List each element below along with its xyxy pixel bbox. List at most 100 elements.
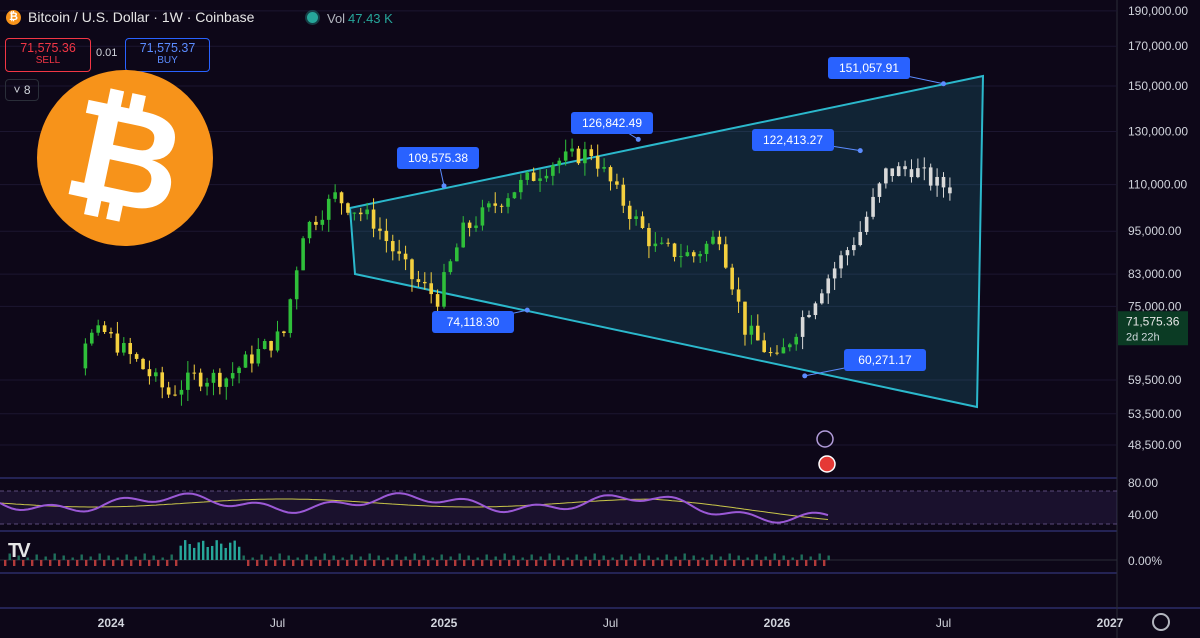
candle bbox=[557, 160, 562, 166]
buy-price: 71,575.37 bbox=[139, 41, 196, 55]
momentum-bar bbox=[184, 540, 187, 560]
lightning-icon bbox=[816, 430, 834, 448]
candle bbox=[916, 168, 920, 178]
candle bbox=[499, 205, 504, 207]
candle bbox=[352, 212, 357, 214]
candle bbox=[589, 149, 594, 156]
indicator-toggle-button[interactable]: ˅ 8 bbox=[5, 79, 39, 101]
momentum-bar bbox=[656, 557, 659, 560]
momentum-bar bbox=[80, 554, 83, 560]
momentum-bar bbox=[827, 555, 830, 560]
candle bbox=[384, 230, 389, 242]
candle bbox=[595, 155, 600, 169]
momentum-bar bbox=[395, 554, 398, 560]
candle bbox=[378, 228, 382, 231]
candle bbox=[813, 303, 818, 316]
candle bbox=[192, 372, 197, 374]
candle bbox=[243, 354, 248, 368]
bitcoin-logo-icon: ₿ bbox=[37, 66, 213, 249]
candle bbox=[845, 250, 850, 256]
candle bbox=[864, 216, 869, 232]
annotation-box bbox=[752, 129, 834, 151]
momentum-bar bbox=[692, 555, 695, 560]
candle bbox=[435, 294, 440, 307]
annotation-label: 60,271.17 bbox=[858, 353, 912, 367]
momentum-bar bbox=[647, 555, 650, 560]
momentum-bar bbox=[566, 557, 569, 560]
momentum-bar bbox=[323, 553, 326, 560]
momentum-bar bbox=[755, 554, 758, 560]
candle bbox=[723, 244, 728, 268]
momentum-bar bbox=[404, 556, 407, 560]
time-tick-label: 2026 bbox=[764, 616, 791, 630]
time-tick-label: Jul bbox=[936, 616, 951, 630]
candle bbox=[211, 372, 216, 383]
gear-icon[interactable] bbox=[1152, 613, 1170, 631]
momentum-bar bbox=[454, 560, 457, 566]
momentum-bar bbox=[782, 555, 785, 560]
momentum-bar bbox=[458, 553, 461, 560]
momentum-bar bbox=[341, 557, 344, 560]
momentum-bar bbox=[292, 560, 295, 566]
momentum-bar bbox=[296, 557, 299, 560]
sell-button[interactable]: 71,575.36 SELL bbox=[5, 38, 91, 72]
candle bbox=[788, 344, 792, 348]
candle bbox=[583, 149, 587, 164]
momentum-bar bbox=[4, 560, 7, 566]
candle bbox=[730, 267, 734, 290]
momentum-bar bbox=[503, 553, 506, 560]
momentum-bar bbox=[413, 553, 416, 560]
price-tick-label: 48,500.00 bbox=[1128, 438, 1182, 452]
price-tick-label: 53,500.00 bbox=[1128, 407, 1182, 421]
momentum-bar bbox=[103, 560, 106, 566]
candle bbox=[442, 272, 446, 307]
momentum-bar bbox=[166, 560, 169, 566]
annotation-point bbox=[441, 183, 447, 189]
candle bbox=[531, 172, 536, 181]
momentum-bar bbox=[233, 540, 236, 560]
candle bbox=[448, 261, 453, 273]
candle bbox=[807, 315, 811, 318]
momentum-bar bbox=[517, 560, 520, 566]
momentum-bar bbox=[800, 554, 803, 560]
momentum-bar bbox=[409, 560, 412, 566]
candle bbox=[487, 203, 491, 208]
time-tick-label: Jul bbox=[270, 616, 285, 630]
momentum-bar bbox=[193, 547, 196, 560]
momentum-bar bbox=[319, 560, 322, 566]
candle bbox=[269, 341, 273, 351]
momentum-bar bbox=[130, 560, 133, 566]
momentum-bar bbox=[346, 560, 349, 566]
momentum-bar bbox=[620, 554, 623, 560]
candle bbox=[403, 253, 408, 260]
buy-button[interactable]: 71,575.37 BUY bbox=[125, 38, 210, 72]
momentum-bar bbox=[719, 556, 722, 560]
candle bbox=[666, 242, 670, 244]
momentum-bar bbox=[337, 560, 340, 566]
momentum-bar bbox=[557, 555, 560, 560]
momentum-bar bbox=[485, 554, 488, 560]
candle bbox=[429, 283, 433, 295]
candle bbox=[602, 167, 606, 169]
momentum-bar bbox=[305, 554, 308, 560]
candle bbox=[320, 219, 325, 225]
candle bbox=[333, 192, 337, 199]
price-tick-label: 130,000.00 bbox=[1128, 124, 1188, 138]
candle bbox=[160, 372, 165, 388]
momentum-bar bbox=[422, 555, 425, 560]
candle bbox=[390, 241, 395, 252]
momentum-bar bbox=[638, 553, 641, 560]
momentum-bar bbox=[112, 560, 115, 566]
momentum-bar bbox=[476, 557, 479, 560]
candle bbox=[115, 333, 120, 353]
momentum-bar bbox=[283, 560, 286, 566]
candle bbox=[781, 347, 786, 354]
momentum-bar bbox=[274, 560, 277, 566]
tradingview-logo-icon: TV bbox=[8, 540, 30, 562]
candle bbox=[820, 293, 824, 304]
candle bbox=[83, 343, 88, 369]
momentum-bar bbox=[40, 560, 43, 566]
candle bbox=[903, 166, 907, 170]
candle bbox=[205, 382, 209, 387]
momentum-bar bbox=[314, 556, 317, 560]
